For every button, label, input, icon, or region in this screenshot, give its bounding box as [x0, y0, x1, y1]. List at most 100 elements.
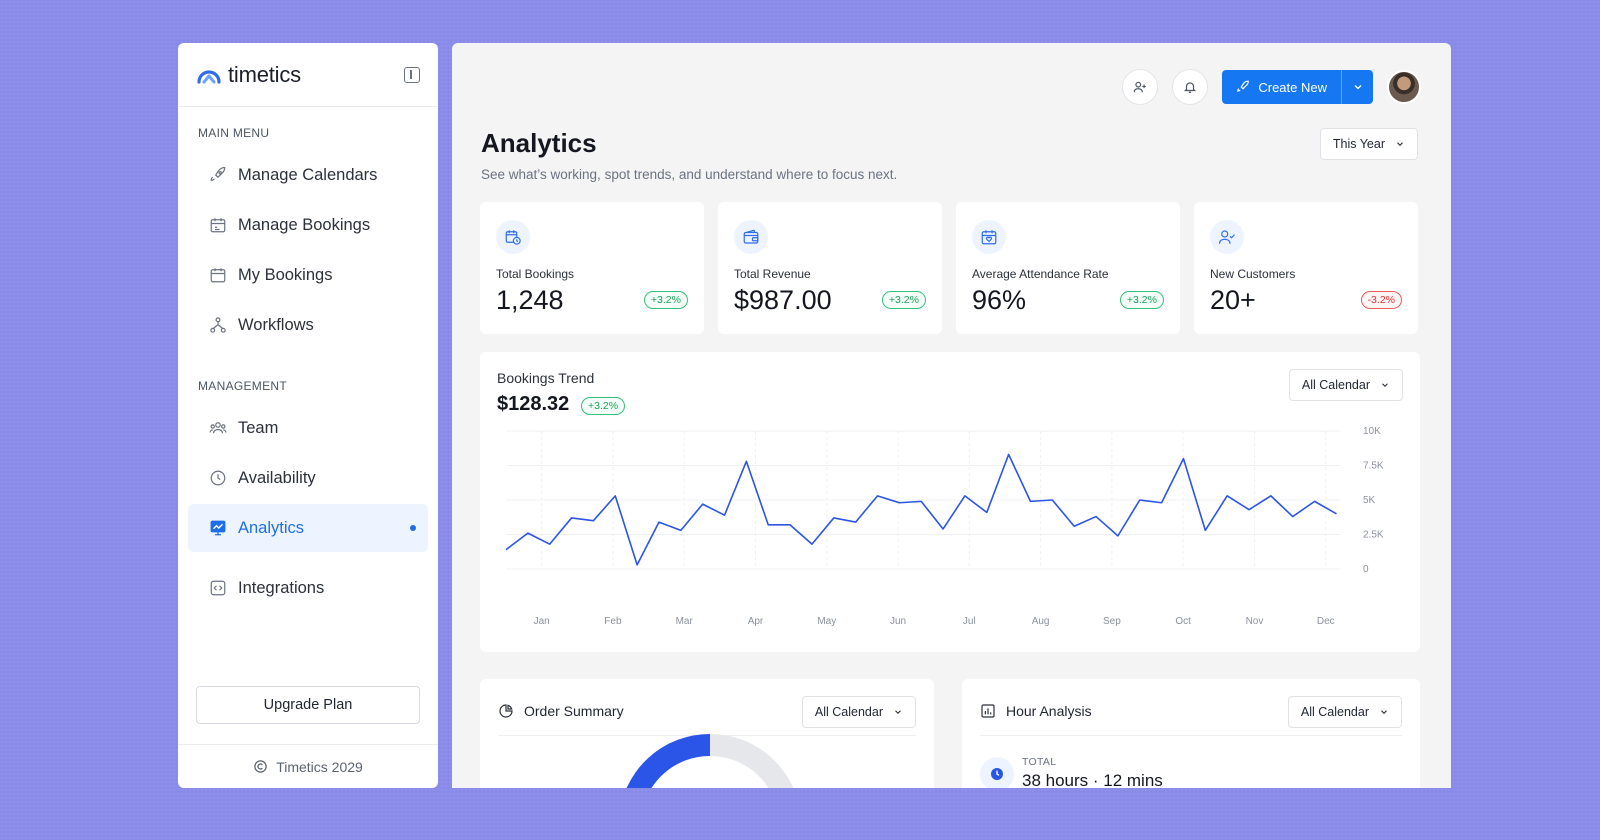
hour-analysis-select-value: All Calendar [1300, 705, 1369, 719]
sidebar-item-label: My Bookings [238, 265, 333, 284]
chevron-down-icon [1382, 383, 1388, 387]
calendar-heart-icon [972, 220, 1006, 254]
chevron-down-icon [1397, 142, 1403, 146]
stat-value: 96% [972, 285, 1027, 315]
stat-label: New Customers [1210, 267, 1296, 281]
analytics-icon [208, 518, 228, 538]
topbar: Create New [1122, 69, 1421, 105]
trend-calendar-select-value: All Calendar [1301, 378, 1370, 392]
x-tick-label: Jan [534, 616, 550, 627]
hour-analysis-calendar-select[interactable]: All Calendar [1287, 696, 1402, 728]
order-summary-card: Order Summary All Calendar [480, 679, 934, 788]
order-summary-title: Order Summary [498, 696, 624, 719]
trend-calendar-select[interactable]: All Calendar [1288, 369, 1403, 401]
stat-card-attendance-rate: Average Attendance Rate 96% +3.2% [956, 202, 1180, 334]
chevron-down-icon [895, 710, 901, 714]
user-plus-icon [1133, 81, 1147, 93]
sidebar-item-integrations[interactable]: Integrations [188, 564, 428, 612]
stat-change-badge: -3.2% [1360, 291, 1402, 309]
rocket-icon [1237, 80, 1250, 92]
sidebar: timetics MAIN MENU Manage Calendars Mana… [178, 43, 438, 788]
logo[interactable]: timetics [196, 62, 301, 88]
order-summary-calendar-select[interactable]: All Calendar [801, 696, 916, 728]
create-new-dropdown[interactable] [1341, 70, 1373, 104]
main-content: Create New Analytics See what’s working,… [452, 43, 1451, 788]
y-tick-label: 5K [1363, 495, 1376, 506]
wallet-icon [734, 220, 768, 254]
stat-change-badge: +3.2% [881, 291, 926, 309]
clock-icon [980, 757, 1014, 788]
period-select[interactable]: This Year [1319, 128, 1418, 160]
chevron-down-icon [1381, 710, 1387, 714]
y-tick-label: 7.5K [1363, 461, 1384, 472]
sidebar-header: timetics [178, 43, 438, 107]
trend-value: $128.32 [497, 393, 570, 415]
x-tick-label: Nov [1246, 616, 1264, 627]
create-new-button[interactable]: Create New [1222, 70, 1373, 104]
sidebar-item-availability[interactable]: Availability [188, 454, 428, 502]
sidebar-item-manage-calendars[interactable]: Manage Calendars [188, 151, 428, 199]
sidebar-item-label: Availability [238, 468, 316, 487]
create-new-label: Create New [1258, 79, 1327, 95]
pie-chart-icon [499, 704, 513, 718]
bar-chart-icon [981, 704, 995, 718]
stat-label: Average Attendance Rate [972, 267, 1109, 281]
x-tick-label: Sep [1103, 616, 1121, 627]
bookings-trend-card: 10K 7.5K 5K 2.5K 0 Jan Feb Mar Apr May Jun Jul Aug Se… [480, 352, 1420, 652]
brand-name: timetics [228, 61, 301, 87]
stat-card-total-bookings: Total Bookings 1,248 +3.2% [480, 202, 704, 334]
sidebar-item-workflows[interactable]: Workflows [188, 301, 428, 349]
x-tick-label: Dec [1317, 616, 1335, 627]
x-tick-label: Apr [748, 616, 764, 627]
x-tick-label: Feb [604, 616, 622, 627]
upgrade-plan-button[interactable]: Upgrade Plan [196, 686, 420, 724]
avatar[interactable] [1387, 70, 1421, 104]
notifications-button[interactable] [1172, 69, 1209, 105]
trend-title: Bookings Trend [497, 370, 595, 386]
chevron-down-icon [1354, 85, 1361, 90]
x-tick-label: Mar [676, 616, 694, 627]
stat-label: Total Revenue [734, 267, 811, 281]
active-indicator [410, 525, 416, 531]
order-summary-label: Order Summary [524, 703, 624, 719]
sidebar-item-label: Manage Bookings [238, 215, 371, 234]
stat-change-badge: +3.2% [1119, 291, 1164, 309]
sidebar-item-manage-bookings[interactable]: Manage Bookings [188, 201, 428, 249]
timetics-logo-icon [197, 69, 221, 84]
calendar-icon [208, 215, 228, 235]
x-tick-label: Jun [890, 616, 906, 627]
sidebar-item-label: Manage Calendars [238, 165, 378, 184]
order-summary-select-value: All Calendar [814, 705, 883, 719]
sidebar-footer: Timetics 2029 [178, 744, 438, 788]
copyright-icon [254, 760, 267, 773]
period-select-value: This Year [1332, 137, 1385, 151]
workflow-icon [208, 315, 228, 335]
page-subtitle: See what’s working, spot trends, and und… [481, 167, 898, 182]
trend-change-badge: +3.2% [581, 397, 626, 415]
sidebar-item-analytics[interactable]: Analytics [188, 504, 428, 552]
bookings-trend-line [505, 453, 1337, 566]
stat-label: Total Bookings [496, 267, 575, 281]
bookings-trend-chart: 10K 7.5K 5K 2.5K 0 Jan Feb Mar Apr May Jun Jul Aug Se… [505, 426, 1384, 627]
footer-text: Timetics 2029 [276, 758, 363, 775]
hour-analysis-label: Hour Analysis [1006, 703, 1092, 719]
section-main-menu: MAIN MENU [198, 126, 270, 140]
create-new-main[interactable]: Create New [1222, 70, 1341, 104]
total-hours-value: 38 hours · 12 mins [1022, 771, 1163, 788]
order-summary-donut [626, 733, 794, 788]
invite-user-button[interactable] [1122, 69, 1159, 105]
clock-icon [208, 468, 228, 488]
sidebar-item-team[interactable]: Team [188, 404, 428, 452]
stat-value: 20+ [1210, 285, 1256, 315]
page-title: Analytics [481, 128, 597, 158]
x-tick-label: Jul [963, 616, 976, 627]
y-tick-label: 0 [1363, 564, 1369, 575]
user-check-icon [1210, 220, 1244, 254]
section-management: MANAGEMENT [198, 379, 288, 393]
collapse-sidebar-icon[interactable] [404, 66, 420, 83]
total-hours-label: TOTAL [1022, 756, 1057, 768]
sidebar-item-label: Team [238, 418, 279, 437]
hour-analysis-card: Hour Analysis All Calendar TOTAL 38 hour… [962, 679, 1420, 788]
sidebar-item-my-bookings[interactable]: My Bookings [188, 251, 428, 299]
stat-value: $987.00 [734, 285, 832, 315]
